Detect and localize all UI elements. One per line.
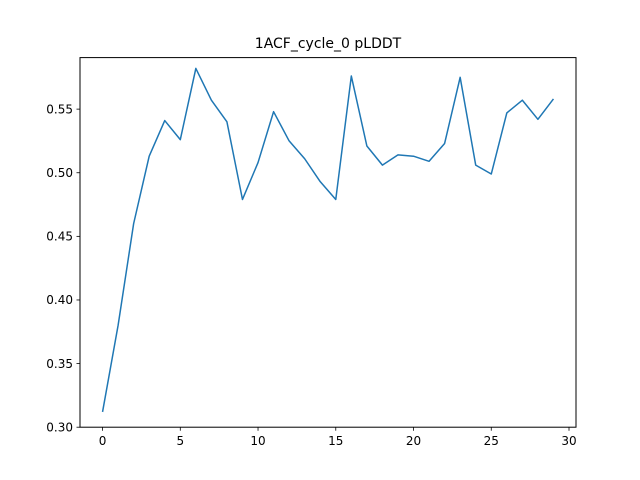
y-tick-label: 0.30 bbox=[46, 420, 73, 434]
x-axis: 0 5 10 15 20 25 30 bbox=[99, 427, 577, 448]
series-line-0 bbox=[101, 67, 555, 413]
y-axis: 0.30 0.35 0.40 0.45 0.50 0.55 bbox=[46, 102, 80, 434]
x-tick-label: 25 bbox=[484, 434, 499, 448]
y-tick-label: 0.50 bbox=[46, 166, 73, 180]
chart-title: 1ACF_cycle_0 pLDDT bbox=[255, 36, 402, 52]
y-tick-label: 0.45 bbox=[46, 230, 73, 244]
x-tick-label: 5 bbox=[176, 434, 184, 448]
x-tick-label: 15 bbox=[328, 434, 343, 448]
x-tick-label: 0 bbox=[99, 434, 107, 448]
plot-frame bbox=[79, 57, 577, 428]
plot-area bbox=[101, 67, 555, 413]
y-tick-label: 0.35 bbox=[46, 357, 73, 371]
x-tick-label: 30 bbox=[561, 434, 576, 448]
x-tick-label: 10 bbox=[250, 434, 265, 448]
y-tick-label: 0.40 bbox=[46, 293, 73, 307]
y-tick-label: 0.55 bbox=[46, 102, 73, 116]
x-tick-label: 20 bbox=[406, 434, 421, 448]
